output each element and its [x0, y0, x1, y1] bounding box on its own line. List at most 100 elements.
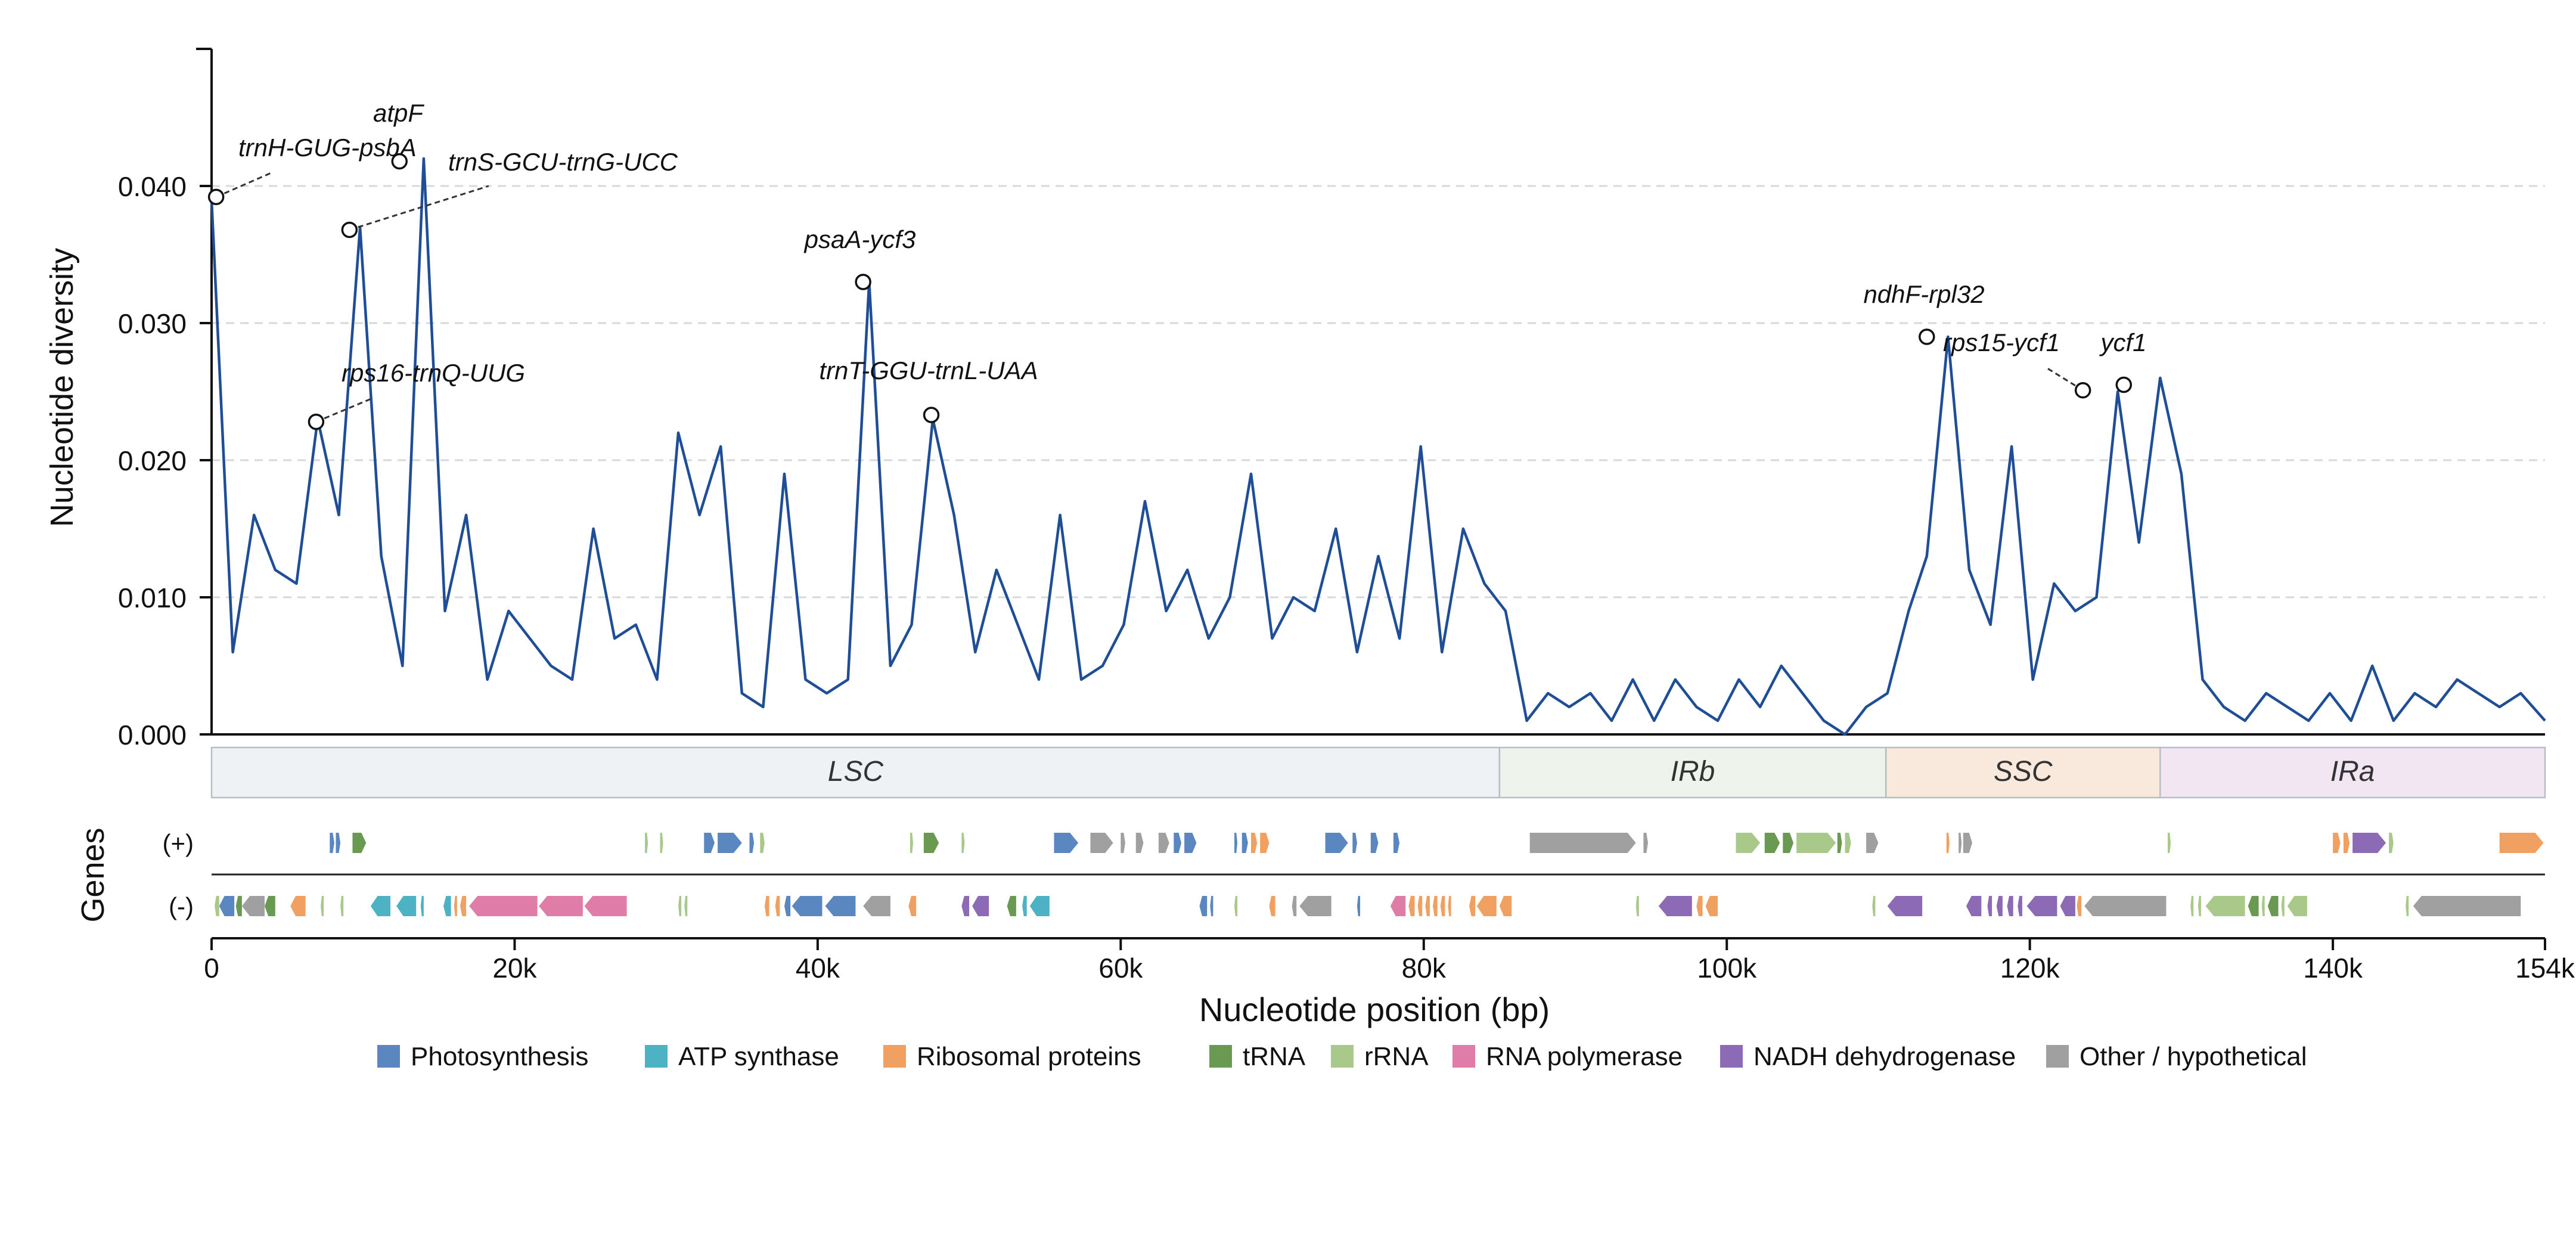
gene-arrow	[264, 896, 275, 916]
peak-label: rps16-trnQ-UUG	[342, 359, 525, 387]
peak-marker	[391, 153, 408, 170]
gene-arrow	[2007, 896, 2013, 916]
gene-arrow	[2389, 833, 2394, 853]
gene-arrow	[219, 896, 235, 916]
gene-arrow	[718, 833, 742, 853]
gene-arrow	[352, 833, 367, 853]
gene-arrow	[1845, 833, 1851, 853]
gene-arrow	[539, 896, 583, 916]
gene-arrow	[2167, 833, 2171, 853]
gene-arrow	[336, 833, 341, 853]
gene-arrow	[235, 896, 242, 916]
gene-arrow	[749, 833, 755, 853]
gene-arrow	[1635, 896, 1639, 916]
y-tick-label: 0.030	[118, 308, 187, 339]
region-block	[2159, 746, 2546, 799]
gene-arrow	[1234, 896, 1238, 916]
legend-label: rRNA	[1364, 1042, 1429, 1071]
region-label: IRb	[1671, 756, 1715, 787]
y-axis: 0.000 0.010 0.020 0.030 0.040	[118, 48, 2545, 750]
gene-arrow	[2287, 896, 2307, 916]
x-tick-label: 60k	[1098, 953, 1143, 984]
gene-arrow	[684, 896, 688, 916]
peak-leader-line	[315, 397, 373, 423]
gene-arrow	[784, 896, 791, 916]
legend-swatch	[645, 1045, 668, 1068]
gene-arrow	[1529, 833, 1636, 853]
legend-label: Other / hypothetical	[2080, 1042, 2307, 1071]
peak-annotations: trnH-GUG-psbA atpF trnS-GCU-trnG-UCC rps16-…	[207, 99, 2147, 430]
peak-label: psaA-ycf3	[803, 225, 916, 253]
gene-arrow	[1090, 833, 1113, 853]
peak-label: ycf1	[2099, 328, 2146, 356]
gene-arrow	[1796, 833, 1836, 853]
diversity-line	[210, 157, 2546, 736]
peak-label: ndhF-rpl32	[1863, 280, 1984, 308]
peak-leader-line	[349, 185, 489, 231]
gene-arrow	[2413, 896, 2521, 916]
gene-arrow	[330, 833, 334, 853]
gene-arrow	[1887, 896, 1923, 916]
legend-swatch	[2046, 1045, 2069, 1068]
legend-label: Photosynthesis	[411, 1042, 588, 1071]
gene-arrow	[340, 896, 344, 916]
region-label: SSC	[1994, 756, 2053, 787]
gene-arrow	[1959, 833, 1962, 853]
gene-arrow	[1199, 896, 1208, 916]
gene-arrow	[1837, 833, 1842, 853]
gene-arrow	[1022, 896, 1027, 916]
y-axis-label: Nucleotide diversity	[44, 248, 80, 527]
gene-arrow	[2205, 896, 2245, 916]
legend-label: ATP synthase	[678, 1042, 839, 1071]
gene-arrow	[2084, 896, 2167, 916]
gene-arrow	[1872, 896, 1876, 916]
y-tick-label: 0.000	[118, 719, 187, 750]
gene-arrow	[1210, 896, 1213, 916]
region-label: IRa	[2330, 756, 2375, 787]
gene-arrow	[1299, 896, 1332, 916]
gene-arrow	[961, 896, 970, 916]
peak-leader-line	[216, 172, 272, 198]
x-tick-label: 154k	[2515, 953, 2575, 984]
gene-arrow	[2352, 833, 2386, 853]
x-tick-label: 100k	[1697, 953, 1757, 984]
gene-arrow	[1292, 896, 1297, 916]
gene-arrow	[2198, 896, 2201, 916]
gene-arrow	[1736, 833, 1761, 853]
gene-arrow	[961, 833, 965, 853]
gene-arrow	[443, 896, 451, 916]
peak-marker	[308, 413, 325, 430]
gene-arrow	[1476, 896, 1497, 916]
legend-label: RNA polymerase	[1486, 1042, 1683, 1071]
x-tick-label: 120k	[2000, 953, 2060, 984]
grid-layer	[212, 185, 2545, 598]
gene-arrow	[241, 896, 265, 916]
peak-marker	[2074, 382, 2091, 399]
gene-arrow	[454, 896, 457, 916]
region-block	[210, 746, 1501, 799]
gene-arrow	[1357, 896, 1360, 916]
gene-arrow	[460, 896, 467, 916]
peak-marker	[855, 274, 871, 290]
gene-arrow	[584, 896, 627, 916]
gene-arrow	[1184, 833, 1197, 853]
legend-swatch	[1720, 1045, 1743, 1068]
legend-swatch	[883, 1045, 906, 1068]
gene-arrow	[2343, 833, 2350, 853]
x-tick-label: 40k	[796, 953, 840, 984]
gene-arrow	[469, 896, 538, 916]
gene-arrow	[2261, 896, 2265, 916]
gene-arrow	[1433, 896, 1438, 916]
gene-arrow	[1696, 896, 1703, 916]
gene-arrow	[1425, 896, 1430, 916]
gene-arrow	[2267, 896, 2279, 916]
gene-arrow	[1007, 896, 1016, 916]
gene-arrow	[1234, 833, 1238, 853]
gene-arrow	[420, 896, 424, 916]
gene-arrow	[2248, 896, 2259, 916]
gene-arrow	[1250, 833, 1258, 853]
gene-arrow	[910, 833, 914, 853]
gene-arrow	[1352, 833, 1357, 853]
gene-arrow	[825, 896, 856, 916]
gene-arrow	[792, 896, 823, 916]
